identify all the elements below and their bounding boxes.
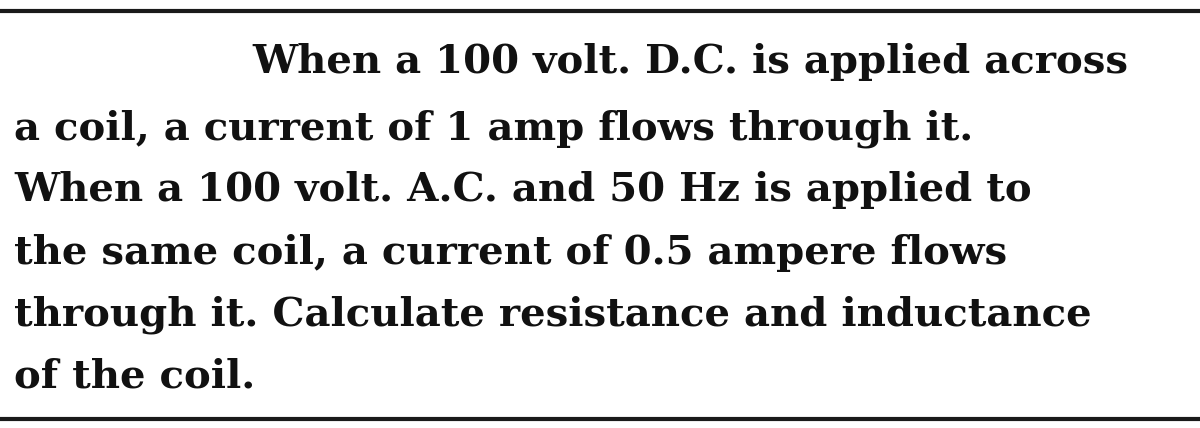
Text: of the coil.: of the coil. <box>14 358 256 395</box>
Text: a coil, a current of 1 amp flows through it.: a coil, a current of 1 amp flows through… <box>14 109 973 148</box>
Text: the same coil, a current of 0.5 ampere flows: the same coil, a current of 0.5 ampere f… <box>14 234 1008 271</box>
Text: When a 100 volt. D.C. is applied across: When a 100 volt. D.C. is applied across <box>252 43 1128 81</box>
Text: through it. Calculate resistance and inductance: through it. Calculate resistance and ind… <box>14 295 1092 334</box>
Text: When a 100 volt. A.C. and 50 Hz is applied to: When a 100 volt. A.C. and 50 Hz is appli… <box>14 172 1032 209</box>
